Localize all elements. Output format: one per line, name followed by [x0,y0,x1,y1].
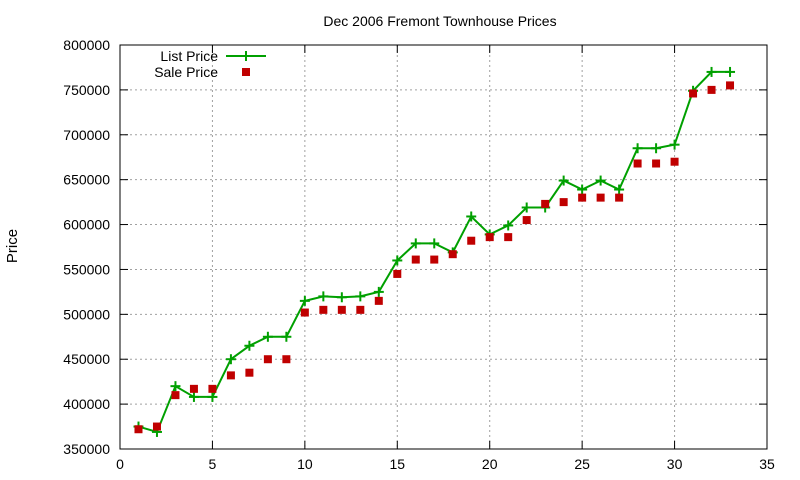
y-tick-label: 800000 [63,37,110,53]
data-point [670,157,679,166]
data-point [393,269,402,278]
y-tick-label: 650000 [63,172,110,188]
series-list-price [133,66,736,437]
y-axis-ticks: 350000 400000 450000 500000 550000 600000 6500… [63,37,767,457]
data-point [245,368,254,377]
data-point [152,422,161,431]
data-point [448,250,457,259]
legend-swatch-marker [242,68,250,76]
data-point [614,184,625,195]
data-point [411,255,420,264]
legend-entry: List Price [160,48,266,64]
data-point [392,255,403,266]
data-point [225,354,236,365]
data-point [429,238,440,249]
chart-title: Dec 2006 Fremont Townhouse Prices [323,13,556,29]
data-point [633,159,642,168]
legend-swatch-marker [241,51,251,61]
data-point [726,81,735,90]
y-tick-label: 700000 [63,127,110,143]
data-point [707,85,716,94]
data-point [299,295,310,306]
data-point [577,184,588,195]
data-point [651,143,662,154]
data-point [188,391,199,402]
data-point [356,305,365,314]
data-point [244,340,255,351]
data-point [485,233,494,242]
legend-label: List Price [160,48,218,64]
y-tick-label: 450000 [63,351,110,367]
x-tick-label: 20 [482,456,498,472]
x-tick-label: 15 [389,456,405,472]
data-point [430,255,439,264]
y-tick-label: 600000 [63,217,110,233]
data-point [207,391,218,402]
y-tick-label: 750000 [63,82,110,98]
data-point [595,175,606,186]
data-point [319,305,328,314]
y-axis-label: Price [4,229,21,263]
data-point [337,305,346,314]
data-point [504,233,513,242]
x-tick-label: 25 [574,456,590,472]
data-point [336,292,347,303]
data-point [558,175,569,186]
data-point [374,296,383,305]
y-tick-label: 400000 [63,396,110,412]
data-point [170,381,181,392]
data-point [466,211,477,222]
x-tick-label: 0 [116,456,124,472]
data-point [689,89,698,98]
y-tick-label: 500000 [63,306,110,322]
data-point [632,143,643,154]
data-point [541,199,550,208]
x-tick-label: 35 [759,456,775,472]
data-point [263,355,272,364]
data-point [208,384,217,393]
data-point [134,425,143,434]
y-tick-label: 350000 [63,441,110,457]
data-point [522,216,531,225]
legend-entry: Sale Price [154,64,250,80]
data-point [652,159,661,168]
data-point [281,331,292,342]
y-tick-label: 550000 [63,261,110,277]
x-axis-ticks: 0 5 10 15 20 25 30 35 [116,45,775,472]
data-point [355,291,366,302]
data-point [615,193,624,202]
data-point [559,198,568,207]
x-tick-label: 30 [667,456,683,472]
plot-frame [119,44,768,450]
data-point [262,331,273,342]
x-tick-label: 10 [297,456,313,472]
grid-lines [120,45,767,449]
data-point [669,139,680,150]
data-point [578,193,587,202]
data-point [300,308,309,317]
data-point [318,291,329,302]
data-point [467,236,476,245]
series-sale-price [134,81,735,434]
data-point [503,220,514,231]
series-layer [133,66,736,437]
data-point [706,66,717,77]
data-point [226,371,235,380]
data-point [596,193,605,202]
data-point [171,391,180,400]
data-point [282,355,291,364]
data-point [521,202,532,213]
legend-label: Sale Price [154,64,218,80]
data-point [410,238,421,249]
plot-border [119,44,768,450]
data-point [373,286,384,297]
data-point [725,66,736,77]
x-tick-label: 5 [209,456,217,472]
data-point [189,384,198,393]
